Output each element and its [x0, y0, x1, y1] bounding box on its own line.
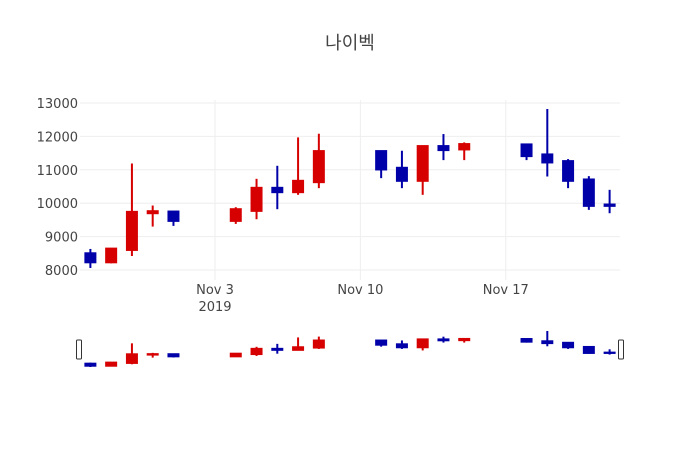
candle: [105, 247, 118, 264]
candle: [125, 163, 138, 256]
candle-body: [84, 252, 97, 264]
candle-body: [437, 338, 450, 342]
candle-body: [292, 346, 305, 351]
candle: [541, 109, 554, 177]
candle-body: [250, 186, 263, 212]
candle: [437, 134, 450, 161]
candle-body: [229, 352, 242, 358]
slider-candle: [125, 343, 138, 365]
slider-candle: [562, 341, 575, 349]
candle: [603, 189, 616, 214]
range-slider-left-handle[interactable]: [76, 339, 82, 360]
range-slider[interactable]: [76, 331, 624, 367]
y-tick-label: 10000: [37, 197, 78, 212]
candle: [416, 145, 429, 195]
candle-body: [437, 145, 450, 152]
candle-body: [562, 341, 575, 349]
candle-body: [603, 203, 616, 207]
y-tick-label: 13000: [37, 97, 78, 112]
candle-body: [312, 150, 325, 184]
slider-candle: [167, 353, 180, 358]
slider-candle: [437, 336, 450, 343]
candle-body: [458, 337, 471, 342]
x-axis: Nov 3 2019 Nov 10 Nov 17: [196, 283, 529, 315]
candle-body: [84, 362, 97, 367]
candle-body: [125, 353, 138, 364]
candle-body: [520, 338, 533, 343]
chart-title: 나이벡: [325, 33, 375, 54]
candle-body: [582, 178, 595, 207]
gridlines: [80, 100, 620, 280]
slider-candle: [146, 352, 159, 358]
candle-body: [146, 353, 159, 356]
candle-body: [312, 339, 325, 349]
x-tick-year-label: 2019: [198, 300, 231, 315]
candle-body: [541, 340, 554, 345]
x-tick-label: Nov 17: [483, 283, 529, 298]
slider-candle: [541, 331, 554, 347]
candle: [146, 205, 159, 227]
candle: [167, 210, 180, 226]
candle-body: [167, 353, 180, 358]
y-tick-label: 11000: [37, 164, 78, 179]
candle-body: [146, 210, 159, 215]
y-tick-label: 12000: [37, 130, 78, 145]
slider-candle: [292, 337, 305, 351]
candle: [312, 133, 325, 189]
candles: [84, 109, 616, 268]
slider-candle: [250, 346, 263, 356]
x-tick-label: Nov 10: [337, 283, 383, 298]
candle-body: [105, 247, 118, 264]
slider-candle: [582, 345, 595, 354]
candle-body: [395, 343, 408, 349]
candle-body: [395, 166, 408, 182]
candle: [229, 207, 242, 224]
slider-candle: [312, 336, 325, 349]
candle-body: [375, 339, 388, 346]
candle-body: [520, 143, 533, 158]
candle-body: [603, 351, 616, 354]
candle-body: [250, 347, 263, 356]
candle: [458, 142, 471, 161]
candle-body: [271, 347, 284, 351]
slider-candle: [229, 352, 242, 358]
slider-candle: [416, 338, 429, 351]
candle: [84, 248, 97, 268]
candle: [271, 165, 284, 210]
slider-candle: [395, 340, 408, 349]
slider-candle: [603, 349, 616, 355]
candle: [562, 159, 575, 189]
slider-candle: [84, 362, 97, 367]
candle: [395, 150, 408, 189]
candle-body: [167, 210, 180, 222]
candle-body: [229, 208, 242, 222]
candle-body: [562, 160, 575, 182]
slider-candle: [271, 343, 284, 354]
slider-candle: [520, 338, 533, 343]
candle-body: [416, 338, 429, 349]
slider-candle: [375, 339, 388, 347]
y-tick-label: 8000: [45, 264, 78, 279]
y-tick-label: 9000: [45, 231, 78, 246]
candle-body: [271, 186, 284, 194]
candle-body: [416, 145, 429, 182]
candle-body: [458, 143, 471, 151]
y-axis: 8000 9000 10000 11000 12000 13000: [37, 97, 78, 279]
candle: [375, 150, 388, 179]
candle: [582, 176, 595, 210]
slider-candle: [105, 361, 118, 367]
candle: [250, 178, 263, 220]
range-slider-right-handle[interactable]: [618, 339, 624, 360]
candle-body: [375, 150, 388, 171]
candle-body: [105, 361, 118, 367]
candle-body: [541, 153, 554, 164]
x-tick-label: Nov 3: [196, 283, 234, 298]
candle-body: [292, 179, 305, 194]
candle-body: [582, 345, 595, 354]
candle: [520, 143, 533, 161]
candle: [292, 137, 305, 195]
candle-body: [125, 210, 138, 251]
slider-candle: [458, 337, 471, 343]
